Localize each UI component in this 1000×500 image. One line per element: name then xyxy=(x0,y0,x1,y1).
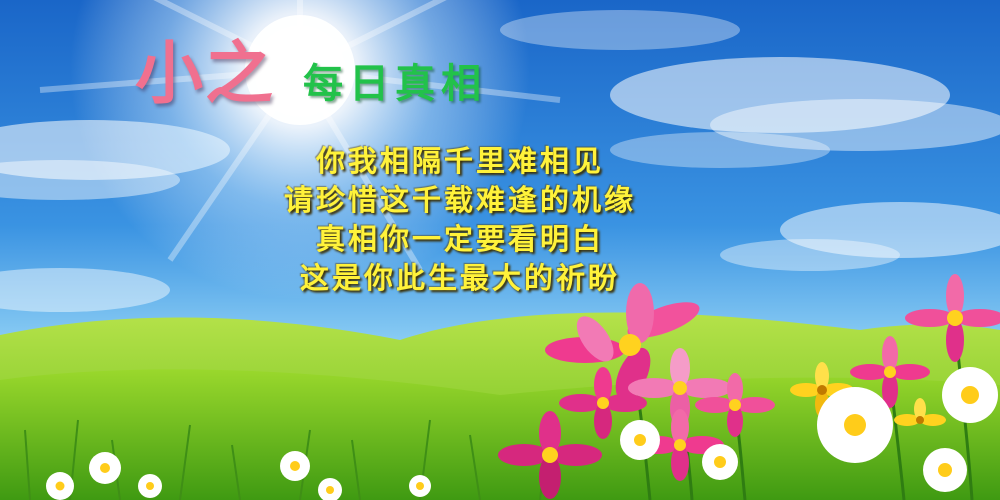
cosmos-flower-icon xyxy=(498,274,1000,499)
daisy-icon xyxy=(620,367,998,492)
poem-line: 真相你一定要看明白 xyxy=(315,222,604,256)
yellow-flower-icon xyxy=(790,362,946,426)
poem-line: 你我相隔千里难相见 xyxy=(315,144,604,178)
poem: 你我相隔千里难相见 请珍惜这千载难逢的机缘 真相你一定要看明白 这是你此生最大的… xyxy=(0,142,920,298)
title-main: 小之 xyxy=(135,35,276,114)
sun-glow-icon xyxy=(39,0,561,300)
title: 小之 每日真相 xyxy=(135,18,487,117)
title-sub: 每日真相 xyxy=(303,61,488,107)
poem-line: 这是你此生最大的祈盼 xyxy=(299,261,620,295)
daisy-icon xyxy=(46,451,431,500)
poem-line: 请珍惜这千载难逢的机缘 xyxy=(283,183,636,217)
